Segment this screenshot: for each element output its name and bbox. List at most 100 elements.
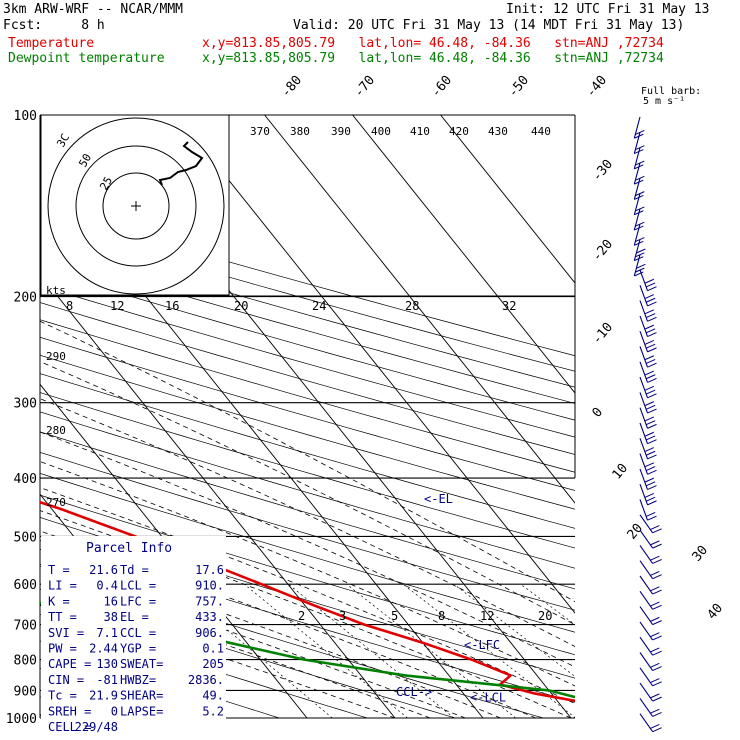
parcel-field-label: CELL = [48, 720, 91, 734]
dry-adiabat-line [40, 319, 575, 473]
parcel-field-value: 130 [96, 657, 118, 671]
mixing-ratio-label: 28 [405, 299, 419, 313]
wind-barb [639, 453, 657, 475]
parcel-field-label: Td = [120, 563, 149, 577]
theta-label: 410 [410, 125, 430, 138]
wind-barb-flag [647, 515, 657, 521]
wind-barb-flag [645, 313, 656, 319]
parcel-field-value: 910. [195, 579, 224, 593]
parcel-field-label: K = [48, 594, 70, 608]
hodograph-ring [75, 145, 197, 267]
parcel-field-label: LAPSE= [120, 704, 163, 718]
mixing-ratio-label: 20 [538, 609, 552, 623]
theta-label: 420 [449, 125, 469, 138]
wind-barb-flag [652, 558, 662, 564]
parcel-field-value: 906. [195, 626, 224, 640]
parcel-field-value: 38 [104, 610, 118, 624]
parcel-field-label: CAPE = [48, 657, 91, 671]
isotherm-label: -60 [429, 73, 456, 101]
wind-barb-staff [639, 407, 649, 429]
wind-barb [639, 315, 657, 338]
parcel-field-label: T = [48, 563, 70, 577]
wind-barb-flag [647, 423, 657, 429]
parcel-field-label: LCL = [120, 579, 156, 593]
level-annotation: <-LFC [464, 638, 500, 652]
mixing-ratio-label: 2 [298, 609, 305, 623]
wind-barb-flag [647, 454, 657, 460]
dry-adiabat-line [40, 451, 575, 611]
mixing-ratio-line [244, 583, 408, 718]
wind-barb-flag [645, 450, 656, 456]
wind-barb [639, 499, 657, 521]
wind-barb-flag [644, 492, 655, 498]
wind-barb-staff [639, 468, 649, 490]
level-annotation: <-EL [424, 492, 453, 506]
wind-barb-flag [650, 601, 660, 607]
wind-barb-flag [650, 616, 660, 622]
wind-barb [639, 514, 662, 534]
wind-barb [639, 667, 662, 687]
parcel-field-value: 49. [202, 689, 224, 703]
wind-barb-flag [644, 370, 655, 376]
wind-barb-flag [650, 632, 660, 638]
wind-barb-flag [652, 574, 662, 580]
dry-adiabat-line [40, 269, 575, 421]
dry-adiabat-line [40, 221, 575, 372]
wind-barb-staff [639, 315, 649, 337]
wind-barb-flag [636, 248, 646, 254]
wind-barb-staff [639, 331, 649, 353]
parcel-field-label: LI = [48, 579, 77, 593]
dry-adiabat-line [40, 472, 575, 633]
pressure-label: 200 [14, 291, 37, 306]
isotherm-line [352, 115, 575, 394]
parcel-field-value: 757. [195, 594, 224, 608]
wind-barb-flag [650, 708, 660, 714]
parcel-title: Parcel Info [86, 541, 172, 556]
parcel-field-label: CCL = [120, 626, 156, 640]
wind-barb-staff [633, 132, 641, 154]
wind-barb-flag [645, 282, 656, 288]
mixing-ratio-line [288, 583, 455, 718]
pressure-label: 100 [14, 109, 37, 124]
wind-barb-flag [644, 431, 655, 437]
hodograph-ring-label: 50 [76, 152, 94, 170]
wind-barb-flag [644, 385, 655, 391]
wind-barb-flag [636, 263, 646, 269]
wind-barb-staff [639, 269, 649, 291]
wind-barb-staff [639, 713, 654, 733]
wind-barb-staff [633, 162, 641, 185]
wind-barb [639, 269, 657, 292]
wind-barb [639, 346, 657, 368]
wind-barb-flag [647, 332, 657, 338]
wind-barb [639, 300, 657, 322]
parcel-field-value: 229/48 [75, 720, 118, 734]
wind-barb-staff [633, 239, 641, 261]
wind-barb-staff [639, 361, 649, 383]
wind-barb-flag [647, 316, 657, 322]
moist-adiabat-line [40, 510, 572, 718]
isotherm-line [176, 115, 575, 614]
wind-barb-flag [647, 439, 657, 445]
parcel-field-label: CIN = [48, 673, 84, 687]
wind-barb-flag [652, 666, 662, 671]
wind-barb [639, 698, 662, 717]
wind-barb-staff [639, 560, 654, 580]
isotherm-line [40, 383, 308, 718]
mixing-ratio-label: 24 [312, 299, 326, 313]
wind-barb-flag [645, 435, 656, 441]
dry-adiabat-line [40, 411, 575, 569]
parcel-field-value: 21.6 [89, 563, 118, 577]
mixing-ratio-label: 12 [480, 609, 494, 623]
temperature-legend: Temperature [8, 36, 95, 51]
isotherm-label: 30 [690, 543, 712, 565]
wind-barb-flag [634, 271, 644, 277]
theta-label: 390 [331, 125, 351, 138]
wind-barb-flag [647, 469, 657, 475]
wind-barb-staff [633, 223, 641, 246]
wind-barb-flag [645, 343, 656, 349]
isotherm-label: 20 [625, 521, 647, 543]
dry-adiabat-line [40, 237, 575, 388]
wind-barb [639, 560, 662, 580]
parcel-field-label: Tc = [48, 689, 77, 703]
wind-barb-staff [639, 422, 649, 444]
